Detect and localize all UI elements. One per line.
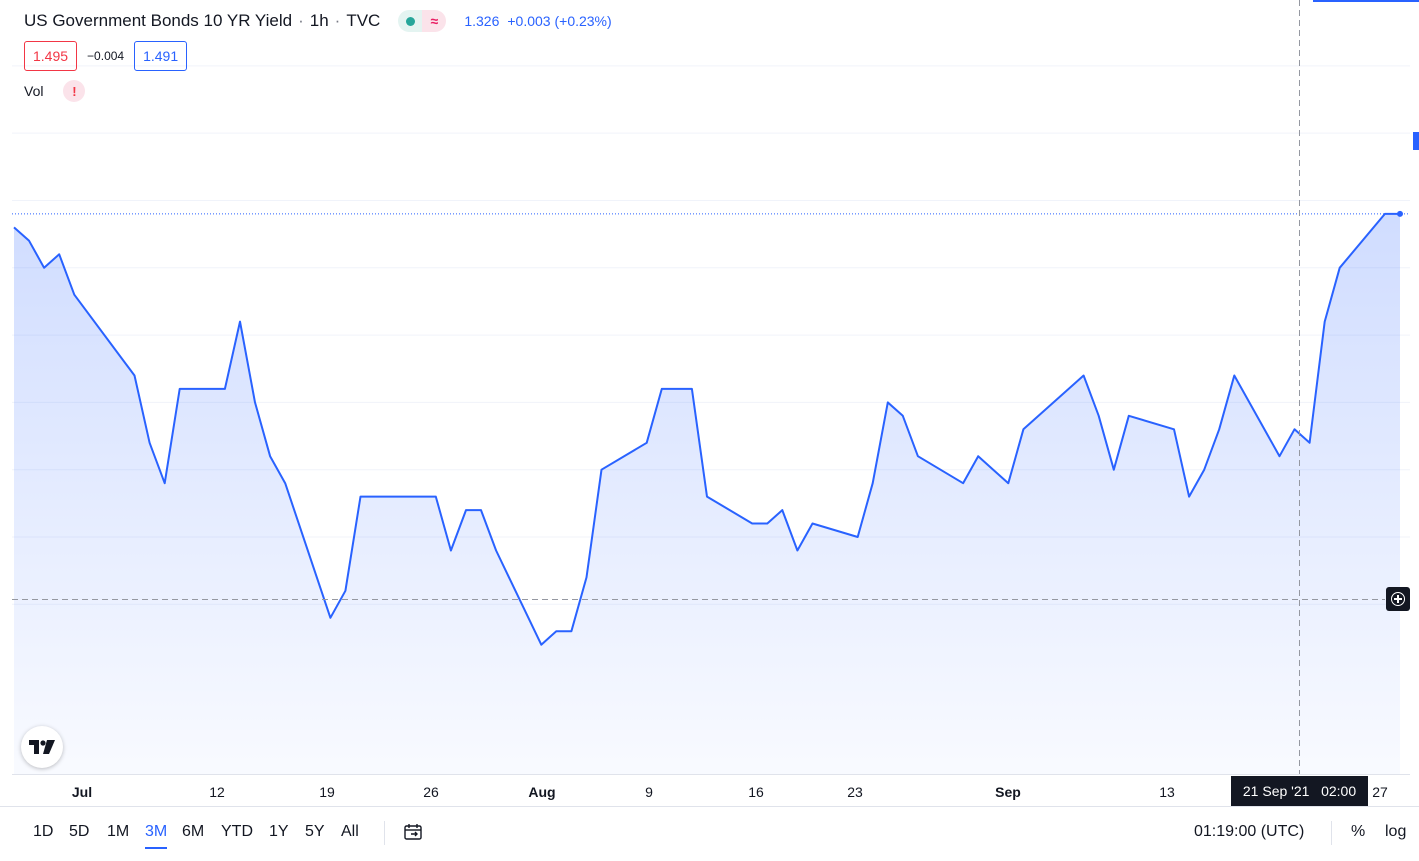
range-button-1y[interactable]: 1Y [269,823,289,840]
top-edge-marker [1313,0,1419,2]
range-button-1m[interactable]: 1M [107,823,130,840]
price-line-series [13,212,1400,646]
legend-separator: · [298,11,304,30]
warning-icon[interactable]: ! [63,80,86,102]
range-button-5d[interactable]: 5D [69,823,90,840]
interval-label[interactable]: 1h [309,11,329,30]
range-button-6m[interactable]: 6M [182,823,205,840]
x-tick-label: 13 [1159,784,1175,800]
delayed-data-icon: ≈ [422,10,447,32]
toolbar-divider [384,821,385,845]
volume-label[interactable]: Vol [24,83,44,99]
price-area-fill [14,213,1400,774]
range-button-all[interactable]: All [341,823,359,840]
range-button-3m[interactable]: 3M [145,823,168,849]
x-tick-label: Aug [528,784,556,800]
x-tick-label: 27 [1372,784,1388,800]
crosshair-time-label: 21 Sep '21 02:00 [1231,776,1368,806]
x-tick-label: Sep [995,784,1021,800]
go-to-date-icon[interactable] [402,821,424,843]
last-price-value: 1.326 [464,13,500,29]
x-tick-label: 16 [748,784,764,800]
market-status-icon[interactable]: ≈ [398,10,447,32]
source-label: TVC [346,11,381,30]
spread-value: −0.004 [87,49,125,63]
plus-circle-icon[interactable] [1386,587,1410,611]
x-tick-label: 9 [645,784,653,800]
x-tick-label: Jul [71,784,93,800]
x-tick-label: 12 [209,784,225,800]
data-point-2021-09-28 [1397,210,1403,217]
tradingview-logo-icon[interactable] [21,726,63,768]
range-button-ytd[interactable]: YTD [221,823,253,840]
symbol-title[interactable]: US Government Bonds 10 YR Yield [24,11,293,30]
percent-scale-button[interactable]: % [1351,823,1366,840]
sell-button[interactable]: 1.495 [24,41,78,71]
market-open-dot-icon [398,10,423,32]
x-tick-label: 26 [423,784,439,800]
bottom-toolbar: 1D 5D 1M 3M 6M YTD 1Y 5Y All 01:19:00 (UTC) % lo… [0,806,1419,861]
log-scale-button[interactable]: log [1385,823,1407,840]
chart-plot[interactable] [0,0,1419,806]
range-button-5y[interactable]: 5Y [305,823,325,840]
x-tick-label: 19 [319,784,335,800]
utc-clock[interactable]: 01:19:00 (UTC) [1194,823,1305,840]
last-change-value: +0.003 (+0.23%) [507,13,612,29]
buy-button[interactable]: 1.491 [134,41,188,71]
x-tick-label: 23 [847,784,863,800]
quote-panel: 1.495 −0.004 1.491 [24,41,188,71]
range-button-1d[interactable]: 1D [33,823,54,840]
time-axis[interactable]: Jul 12 19 26 Aug 9 16 23 Sep 13 27 [12,776,1414,806]
volume-legend: Vol ! [24,80,86,102]
toolbar-divider [1331,821,1332,845]
legend-separator: · [334,11,341,30]
last-price-marker [1413,132,1419,150]
chart-legend: US Government Bonds 10 YR Yield · 1h · T… [24,10,612,32]
